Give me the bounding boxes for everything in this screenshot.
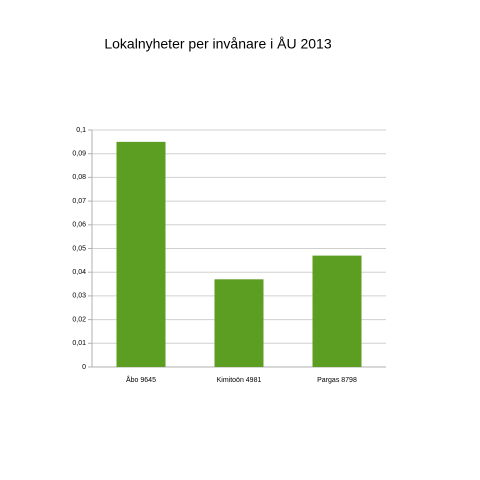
y-tick-label: 0,09 [72, 151, 86, 158]
x-tick-label: Kimitoön 4981 [217, 377, 262, 384]
y-tick-label: 0,1 [76, 127, 86, 134]
y-tick-label: 0,05 [72, 245, 86, 252]
bar [312, 255, 362, 367]
bar [116, 141, 166, 367]
y-tick-label: 0,07 [72, 198, 86, 205]
x-tick-label: Åbo 9645 [126, 375, 156, 384]
x-tick-label: Pargas 8798 [317, 377, 357, 384]
y-tick-label: 0,06 [72, 222, 86, 229]
y-tick-label: 0,01 [72, 340, 86, 347]
y-tick-label: 0,04 [72, 269, 86, 276]
y-tick-label: 0,08 [72, 174, 86, 181]
chart-title: Lokalnyheter per invånare i ÅU 2013 [104, 36, 331, 52]
bar [214, 279, 264, 367]
y-tick-label: 0,03 [72, 293, 86, 300]
y-tick-label: 0 [82, 364, 86, 371]
y-tick-label: 0,02 [72, 316, 86, 323]
